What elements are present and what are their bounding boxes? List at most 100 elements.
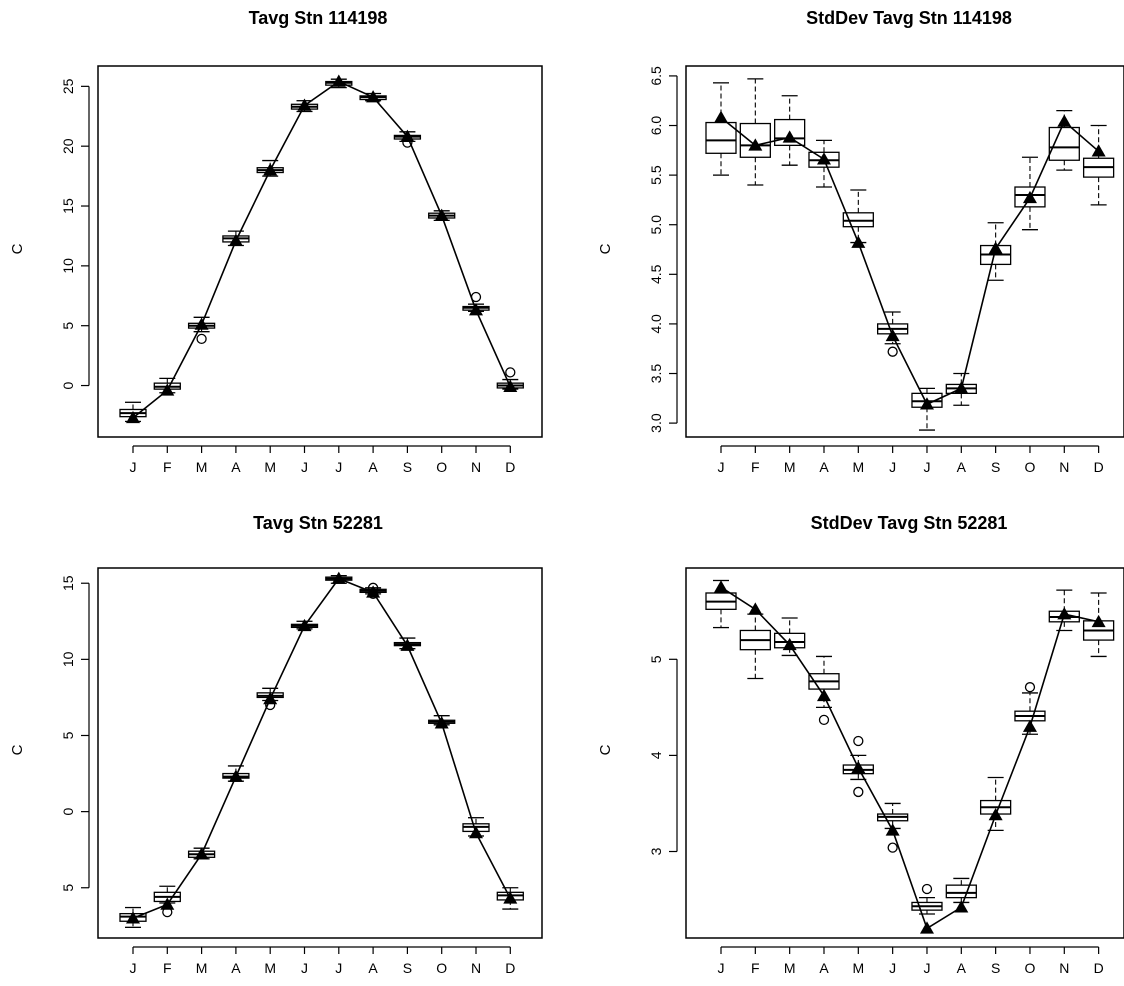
series-point [714, 110, 728, 123]
x-tick-label: J [923, 960, 930, 976]
series-point [297, 618, 312, 632]
series-line [132, 577, 512, 919]
series-point [126, 911, 140, 924]
series-line [720, 586, 1099, 930]
x-tick-label: D [1094, 960, 1104, 976]
x-tick-label: M [264, 459, 276, 475]
series-point [919, 921, 934, 934]
series-point [297, 98, 312, 111]
x-tick-label: A [368, 459, 378, 475]
series-point [1091, 144, 1106, 157]
y-tick-label: 15 [60, 575, 76, 591]
series-point [954, 381, 969, 394]
y-tick-label: 5 [60, 884, 76, 892]
x-tick-label: F [163, 960, 172, 976]
y-tick-label: 6.0 [648, 116, 664, 136]
x-tick-label: O [436, 960, 447, 976]
y-tick-label: 0 [60, 381, 76, 389]
box-J [705, 82, 737, 176]
x-tick-label: A [231, 960, 241, 976]
x-tick-label: J [301, 960, 308, 976]
outlier-point [887, 346, 898, 357]
series-point [782, 637, 797, 651]
chart-title: Tavg Stn 114198 [249, 8, 388, 28]
x-tick-label: N [471, 459, 481, 475]
series-point [748, 138, 763, 151]
outlier-point [1024, 682, 1036, 693]
series-point [228, 769, 243, 782]
x-tick-label: N [1059, 960, 1069, 976]
x-tick-label: M [852, 459, 864, 475]
y-tick-label: 5 [60, 731, 76, 739]
outlier-point [196, 333, 207, 345]
series-point [160, 383, 175, 396]
series-point [194, 317, 209, 330]
y-tick-label: 5.0 [648, 215, 664, 235]
panel-stddev-114198: StdDev Tavg Stn 114198 C 3.0 3.5 4.0 4.5 5.0… [597, 8, 1124, 475]
x-tick-label: M [784, 459, 796, 475]
x-tick-label: S [403, 459, 412, 475]
y-tick-label: 4.5 [648, 264, 664, 284]
x-tick-label: M [196, 960, 208, 976]
x-tick-label: A [957, 459, 967, 475]
y-tick-label: 3 [648, 847, 664, 855]
y-tick-label: 25 [60, 78, 76, 94]
chart-title: StdDev Tavg Stn 52281 [811, 513, 1008, 533]
x-tick-label: J [718, 960, 725, 976]
series-point [1022, 719, 1037, 732]
series-point [126, 410, 140, 424]
series-point [851, 235, 866, 248]
series-point [988, 807, 1003, 821]
series-point [503, 891, 518, 904]
chart-title: StdDev Tavg Stn 114198 [806, 8, 1012, 28]
x-tick-label: F [163, 459, 172, 475]
series-point [400, 638, 415, 651]
y-tick-label: 5 [60, 322, 76, 330]
series-point [954, 900, 969, 913]
y-tick-label: 4 [648, 751, 664, 759]
x-tick-label: M [264, 960, 276, 976]
y-tick-label: 10 [60, 651, 76, 667]
chart-title: Tavg Stn 52281 [253, 513, 383, 533]
y-axis-label: C [597, 243, 614, 254]
x-tick-label: A [957, 960, 967, 976]
y-axis-label: C [9, 744, 26, 755]
x-tick-label: J [335, 459, 342, 475]
series-point [816, 688, 831, 702]
series-point [885, 328, 900, 342]
panel-stddev-52281: StdDev Tavg Stn 52281 C 3 4 5 J F M A M J J A S O N D [597, 513, 1124, 976]
outlier-point [818, 714, 830, 725]
series-point [469, 825, 483, 839]
y-tick-label: 6.5 [648, 66, 664, 86]
series-point [885, 823, 900, 836]
series-point [782, 130, 797, 143]
series-point [1091, 614, 1106, 628]
y-tick-label: 15 [60, 198, 76, 214]
series-point [434, 716, 449, 729]
series-line [720, 116, 1100, 406]
outlier-point [505, 367, 516, 378]
panel-tavg-52281: Tavg Stn 52281 C 5 0 5 10 15 J F M A M J J A S O N D [9, 513, 543, 976]
y-tick-label: 20 [60, 138, 76, 154]
series-point [748, 602, 763, 615]
plot-frame [685, 567, 1124, 939]
y-axis-label: C [597, 744, 614, 755]
y-tick-label: 4.0 [648, 314, 664, 334]
x-tick-label: N [471, 960, 481, 976]
series-point [1022, 190, 1037, 204]
box-body [705, 121, 737, 154]
box-A [945, 877, 977, 904]
series-point [228, 233, 243, 246]
outlier-point [853, 735, 864, 747]
series-point [919, 397, 934, 410]
y-axis-label: C [9, 243, 26, 254]
series-point [816, 152, 831, 165]
series-point [714, 580, 728, 593]
box-J [877, 802, 909, 830]
x-tick-label: M [852, 960, 864, 976]
y-tick-label: 5 [648, 655, 664, 663]
series-point [988, 241, 1003, 254]
x-tick-label: A [819, 459, 829, 475]
box-body [945, 884, 977, 899]
